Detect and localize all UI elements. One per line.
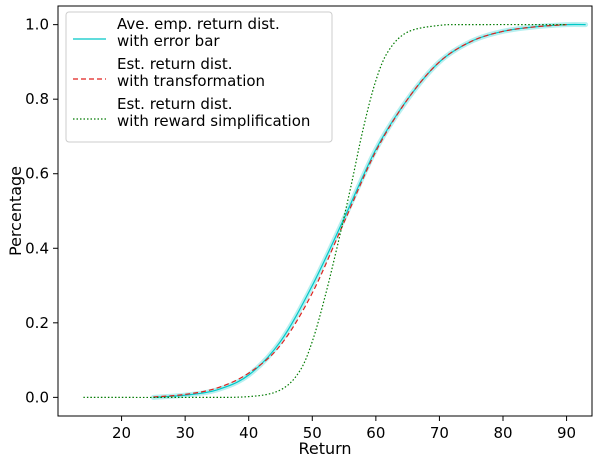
- legend-entry-2: Est. return dist. with transformation: [117, 55, 265, 90]
- y-axis-label: Percentage: [6, 166, 25, 256]
- y-axis-ticks: 0.0 0.2 0.4 0.6 0.8 1.0: [25, 16, 58, 406]
- legend: Ave. emp. return dist. with error bar Est.…: [65, 11, 333, 143]
- x-axis-label: Return: [298, 439, 351, 458]
- x-tick-label: 80: [493, 424, 512, 442]
- x-tick-label: 40: [239, 424, 258, 442]
- y-tick-label: 0.4: [25, 239, 49, 257]
- x-tick-label: 90: [557, 424, 576, 442]
- y-tick-label: 0.6: [25, 165, 49, 183]
- plot-lines: [83, 21, 589, 400]
- plot-frame: [57, 5, 593, 417]
- legend-box: [65, 11, 333, 143]
- legend-entry-3: Est. return dist. with reward simplificat…: [117, 95, 310, 130]
- x-axis-ticks: 20 30 40 50 60 70 80 90: [112, 416, 576, 442]
- y-tick-label: 0.8: [25, 90, 49, 108]
- y-tick-label: 0.0: [25, 388, 49, 406]
- legend-entry-1: Ave. emp. return dist. with error bar: [117, 15, 280, 50]
- x-tick-label: 70: [430, 424, 449, 442]
- y-tick-label: 0.2: [25, 314, 49, 332]
- series-line-2: [153, 24, 567, 398]
- x-tick-label: 50: [303, 424, 322, 442]
- x-tick-label: 20: [112, 424, 131, 442]
- x-tick-label: 30: [176, 424, 195, 442]
- x-tick-label: 60: [366, 424, 385, 442]
- series-line-3: [83, 23, 567, 399]
- y-tick-label: 1.0: [25, 16, 49, 34]
